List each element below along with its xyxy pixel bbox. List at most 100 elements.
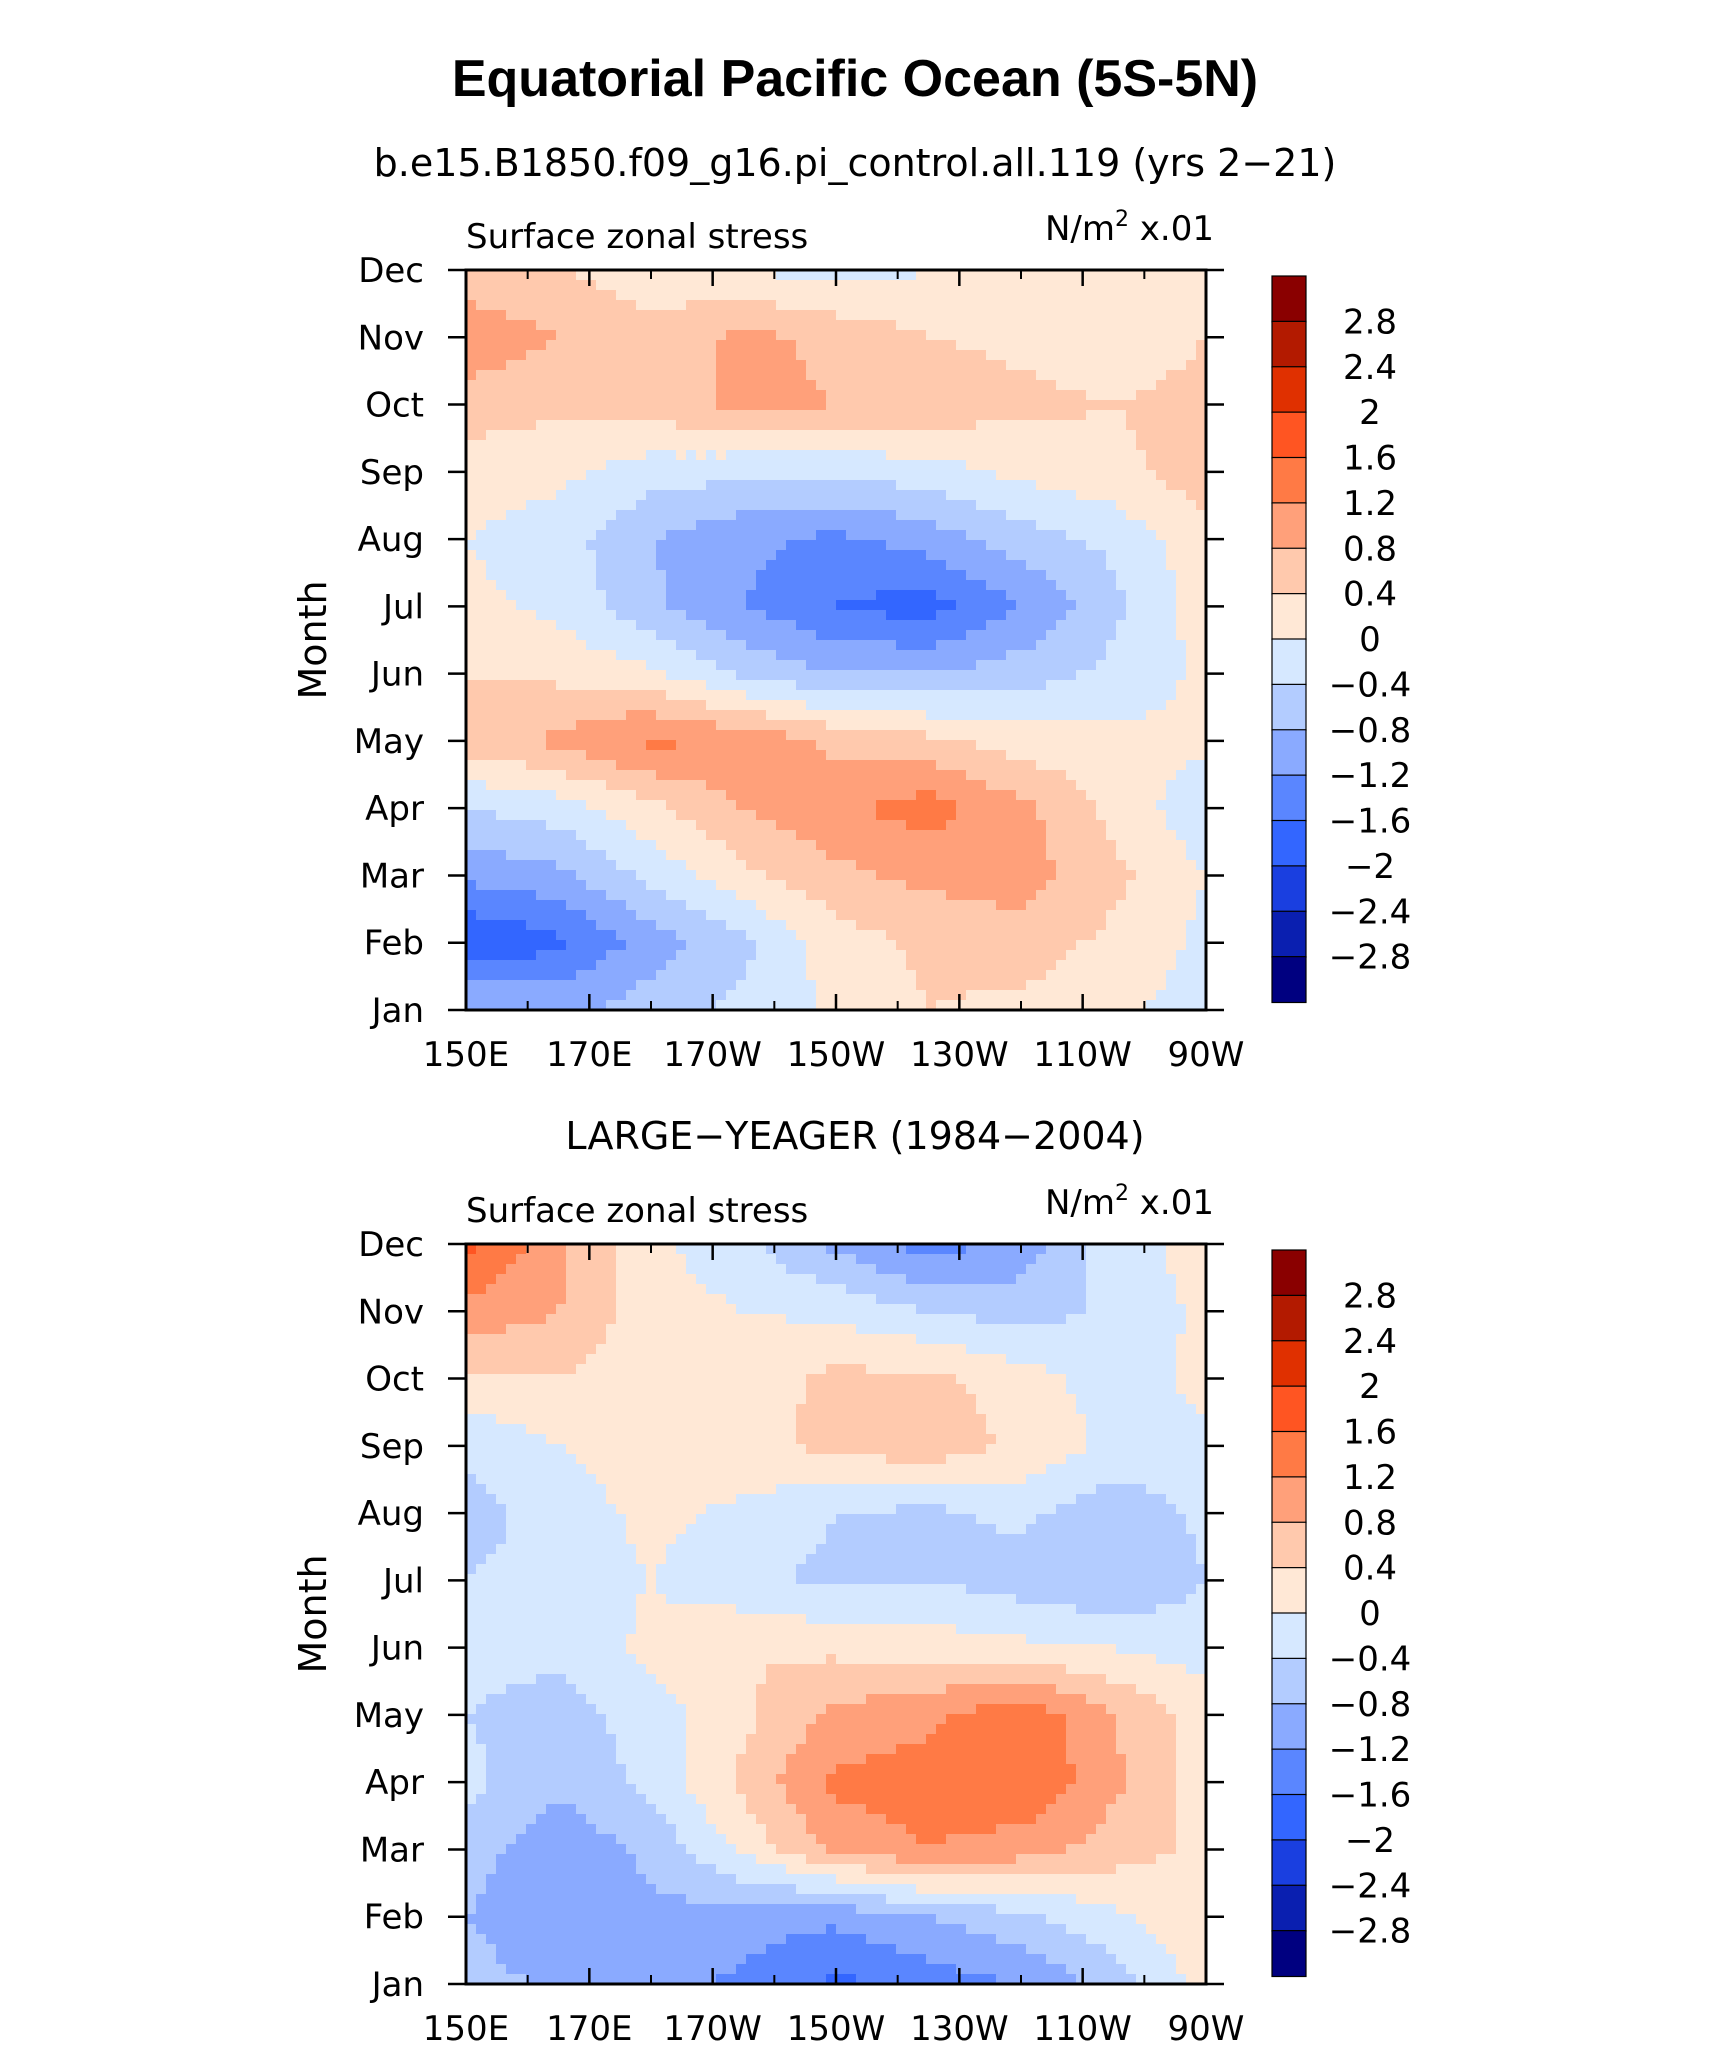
field-cell <box>1176 510 1187 521</box>
field-cell <box>1066 370 1077 381</box>
field-cell <box>1076 600 1087 611</box>
field-cell <box>896 340 907 351</box>
field-cell <box>1196 690 1207 701</box>
field-cell <box>1046 500 1057 511</box>
field-cell <box>566 470 577 481</box>
field-cell <box>466 440 477 451</box>
field-cell <box>1106 560 1117 571</box>
field-cell <box>916 810 927 821</box>
field-cell <box>616 340 627 351</box>
field-cell <box>876 810 887 821</box>
field-cell <box>466 890 477 901</box>
field-cell <box>796 440 807 451</box>
field-cell <box>806 800 817 811</box>
field-cell <box>916 890 927 901</box>
field-cell <box>986 640 997 651</box>
field-cell <box>676 310 687 321</box>
field-cell <box>546 430 557 441</box>
field-cell <box>1016 560 1027 571</box>
field-cell <box>916 330 927 341</box>
field-cell <box>496 360 507 371</box>
field-cell <box>946 720 957 731</box>
field-cell <box>616 890 627 901</box>
field-cell <box>1176 350 1187 361</box>
field-cell <box>766 520 777 531</box>
field-cell <box>616 910 627 921</box>
field-cell <box>496 880 507 891</box>
field-cell <box>766 920 777 931</box>
field-cell <box>776 830 787 841</box>
field-cell <box>666 930 677 941</box>
field-cell <box>926 640 937 651</box>
field-cell <box>1066 400 1077 411</box>
field-cell <box>616 780 627 791</box>
field-cell <box>896 910 907 921</box>
field-cell <box>1186 700 1197 711</box>
field-cell <box>1126 350 1137 361</box>
field-cell <box>1156 440 1167 451</box>
field-cell <box>896 780 907 791</box>
field-cell <box>946 340 957 351</box>
field-cell <box>976 380 987 391</box>
field-cell <box>466 380 477 391</box>
field-cell <box>866 450 877 461</box>
field-cell <box>726 880 737 891</box>
field-cell <box>626 400 637 411</box>
field-cell <box>536 770 547 781</box>
field-cell <box>1146 310 1157 321</box>
field-cell <box>916 570 927 581</box>
field-cell <box>946 680 957 691</box>
field-cell <box>476 360 487 371</box>
field-cell <box>646 750 657 761</box>
field-cell <box>796 600 807 611</box>
field-cell <box>826 800 837 811</box>
field-cell <box>566 760 577 771</box>
field-cell <box>1156 460 1167 471</box>
field-cell <box>616 430 627 441</box>
field-cell <box>1066 290 1077 301</box>
field-cell <box>466 390 477 401</box>
field-cell <box>816 650 827 661</box>
field-cell <box>766 800 777 811</box>
field-cell <box>746 440 757 451</box>
field-cell <box>516 750 527 761</box>
field-cell <box>466 470 477 481</box>
field-cell <box>486 310 497 321</box>
field-cell <box>896 900 907 911</box>
field-cell <box>556 370 567 381</box>
field-cell <box>1176 810 1187 821</box>
field-cell <box>926 490 937 501</box>
field-cell <box>596 660 607 671</box>
field-cell <box>656 490 667 501</box>
field-cell <box>686 370 697 381</box>
field-cell <box>1026 560 1037 571</box>
field-cell <box>856 840 867 851</box>
field-cell <box>516 930 527 941</box>
field-cell <box>1046 660 1057 671</box>
field-cell <box>1086 610 1097 621</box>
field-cell <box>926 540 937 551</box>
field-cell <box>846 340 857 351</box>
field-cell <box>1066 280 1077 291</box>
field-cell <box>576 680 587 691</box>
field-cell <box>976 700 987 711</box>
field-cell <box>1116 640 1127 651</box>
field-cell <box>686 790 697 801</box>
field-cell <box>536 390 547 401</box>
field-cell <box>626 630 637 641</box>
field-cell <box>716 460 727 471</box>
field-cell <box>776 860 787 871</box>
field-cell <box>1106 840 1117 851</box>
field-cell <box>1056 720 1067 731</box>
field-cell <box>1096 410 1107 421</box>
field-cell <box>716 720 727 731</box>
field-cell <box>816 850 827 861</box>
field-cell <box>796 820 807 831</box>
field-cell <box>536 600 547 611</box>
field-cell <box>886 710 897 721</box>
field-cell <box>496 810 507 821</box>
field-cell <box>596 690 607 701</box>
field-cell <box>706 920 717 931</box>
field-cell <box>1146 290 1157 301</box>
field-cell <box>716 380 727 391</box>
